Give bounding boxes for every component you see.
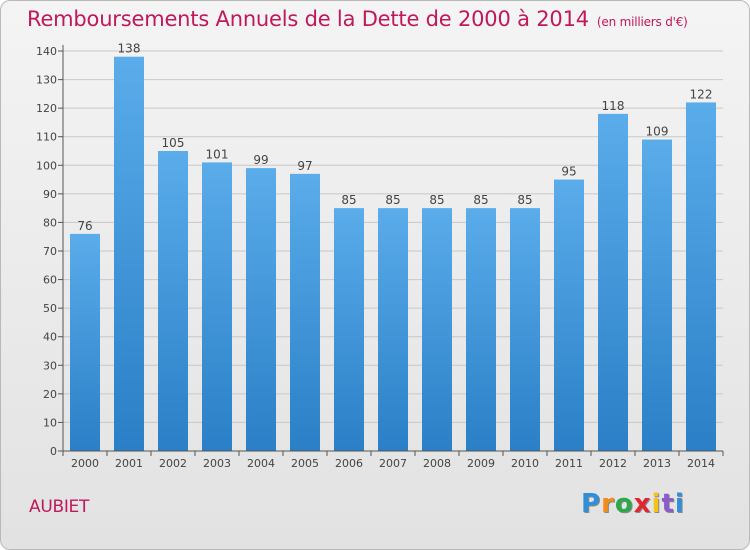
title-unit: (en milliers d'€) (596, 15, 688, 29)
data-label: 97 (297, 159, 312, 173)
y-tick-label: 90 (43, 188, 57, 201)
bar-2003 (202, 162, 232, 451)
y-tick-label: 20 (43, 388, 57, 401)
bar-2011 (554, 179, 584, 452)
data-label: 122 (690, 87, 713, 101)
bars (70, 56, 716, 452)
x-tick-label: 2011 (555, 457, 583, 470)
x-tick-label: 2000 (71, 457, 99, 470)
proxiti-logo[interactable]: Proxiti (581, 489, 685, 519)
y-tick-label: 130 (36, 74, 57, 87)
y-tick-label: 70 (43, 245, 57, 258)
logo-letter: P (581, 489, 602, 519)
y-tick-label: 50 (43, 302, 57, 315)
x-tick-label: 2009 (467, 457, 495, 470)
data-label: 118 (602, 99, 625, 113)
x-tick-label: 2010 (511, 457, 539, 470)
data-label: 85 (473, 193, 488, 207)
logo-letter: i (674, 489, 685, 519)
y-tick-label: 30 (43, 359, 57, 372)
y-tick-label: 0 (50, 445, 57, 458)
y-tick-label: 100 (36, 159, 57, 172)
x-tick-label: 2013 (643, 457, 671, 470)
logo-letter: i (651, 489, 662, 519)
title-text: Remboursements Annuels de la Dette de 20… (27, 7, 589, 31)
data-labels: 76 138 105 101 99 97 85 85 85 85 85 95 118 109 122 (77, 42, 712, 233)
y-tick-label: 140 (36, 45, 57, 58)
bar-2006 (334, 208, 364, 451)
bar-2013 (642, 139, 672, 452)
bar-2001 (114, 56, 144, 451)
logo-letter: r (601, 489, 615, 519)
bar-2012 (598, 113, 628, 451)
x-tick-label: 2008 (423, 457, 451, 470)
x-tick-label: 2003 (203, 457, 231, 470)
data-label: 99 (253, 153, 268, 167)
data-label: 76 (77, 219, 92, 233)
bar-2010 (510, 208, 540, 451)
data-label: 105 (162, 136, 185, 150)
data-label: 138 (118, 42, 141, 56)
data-label: 85 (517, 193, 532, 207)
logo-letter: o (614, 489, 634, 519)
x-tick-label: 2002 (159, 457, 187, 470)
x-tick-label: 2001 (115, 457, 143, 470)
data-label: 95 (561, 165, 576, 179)
chart-title: Remboursements Annuels de la Dette de 20… (27, 7, 688, 31)
y-tick-label: 110 (36, 131, 57, 144)
y-tick-label: 40 (43, 331, 57, 344)
data-label: 85 (341, 193, 356, 207)
bar-2009 (466, 208, 496, 451)
x-tick-label: 2006 (335, 457, 363, 470)
y-tick-label: 80 (43, 216, 57, 229)
data-label: 85 (385, 193, 400, 207)
y-tick-label: 60 (43, 274, 57, 287)
town-name: AUBIET (29, 497, 90, 517)
y-tick-label: 10 (43, 416, 57, 429)
bar-2014 (686, 102, 716, 451)
bar-2007 (378, 208, 408, 451)
bar-2008 (422, 208, 452, 451)
x-tick-label: 2014 (687, 457, 715, 470)
x-tick-label: 2007 (379, 457, 407, 470)
y-axis: 0 10 20 30 40 50 60 70 80 90 100 110 120 130 140 (36, 45, 64, 458)
x-tick-label: 2004 (247, 457, 275, 470)
bar-2004 (246, 168, 276, 451)
bar-2005 (290, 173, 320, 451)
data-label: 85 (429, 193, 444, 207)
y-tick-label: 120 (36, 102, 57, 115)
x-tick-label: 2012 (599, 457, 627, 470)
bar-2000 (70, 233, 100, 451)
bar-2002 (158, 151, 188, 451)
logo-letter: x (633, 489, 652, 519)
x-tick-label: 2005 (291, 457, 319, 470)
data-label: 101 (206, 147, 229, 161)
data-label: 109 (646, 125, 669, 139)
logo-letter: t (661, 489, 675, 519)
x-axis: 2000 2001 2002 2003 2004 2005 2006 2007 2008 2009… (62, 450, 724, 470)
